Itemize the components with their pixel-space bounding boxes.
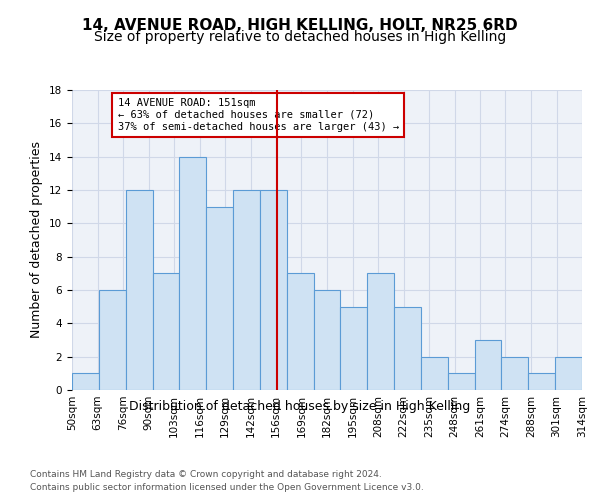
- Text: 14 AVENUE ROAD: 151sqm
← 63% of detached houses are smaller (72)
37% of semi-det: 14 AVENUE ROAD: 151sqm ← 63% of detached…: [118, 98, 399, 132]
- Bar: [394, 306, 421, 390]
- Text: Size of property relative to detached houses in High Kelling: Size of property relative to detached ho…: [94, 30, 506, 44]
- Bar: [367, 274, 394, 390]
- Bar: [555, 356, 582, 390]
- Text: Contains HM Land Registry data © Crown copyright and database right 2024.: Contains HM Land Registry data © Crown c…: [30, 470, 382, 479]
- Bar: [340, 306, 367, 390]
- Bar: [475, 340, 502, 390]
- Text: 14, AVENUE ROAD, HIGH KELLING, HOLT, NR25 6RD: 14, AVENUE ROAD, HIGH KELLING, HOLT, NR2…: [82, 18, 518, 32]
- Bar: [125, 190, 152, 390]
- Bar: [99, 290, 125, 390]
- Bar: [448, 374, 475, 390]
- Bar: [206, 206, 233, 390]
- Bar: [179, 156, 206, 390]
- Bar: [152, 274, 179, 390]
- Bar: [421, 356, 448, 390]
- Bar: [502, 356, 529, 390]
- Bar: [260, 190, 287, 390]
- Y-axis label: Number of detached properties: Number of detached properties: [31, 142, 43, 338]
- Bar: [72, 374, 99, 390]
- Bar: [529, 374, 555, 390]
- Text: Contains public sector information licensed under the Open Government Licence v3: Contains public sector information licen…: [30, 482, 424, 492]
- Bar: [287, 274, 314, 390]
- Bar: [233, 190, 260, 390]
- Text: Distribution of detached houses by size in High Kelling: Distribution of detached houses by size …: [130, 400, 470, 413]
- Bar: [314, 290, 340, 390]
